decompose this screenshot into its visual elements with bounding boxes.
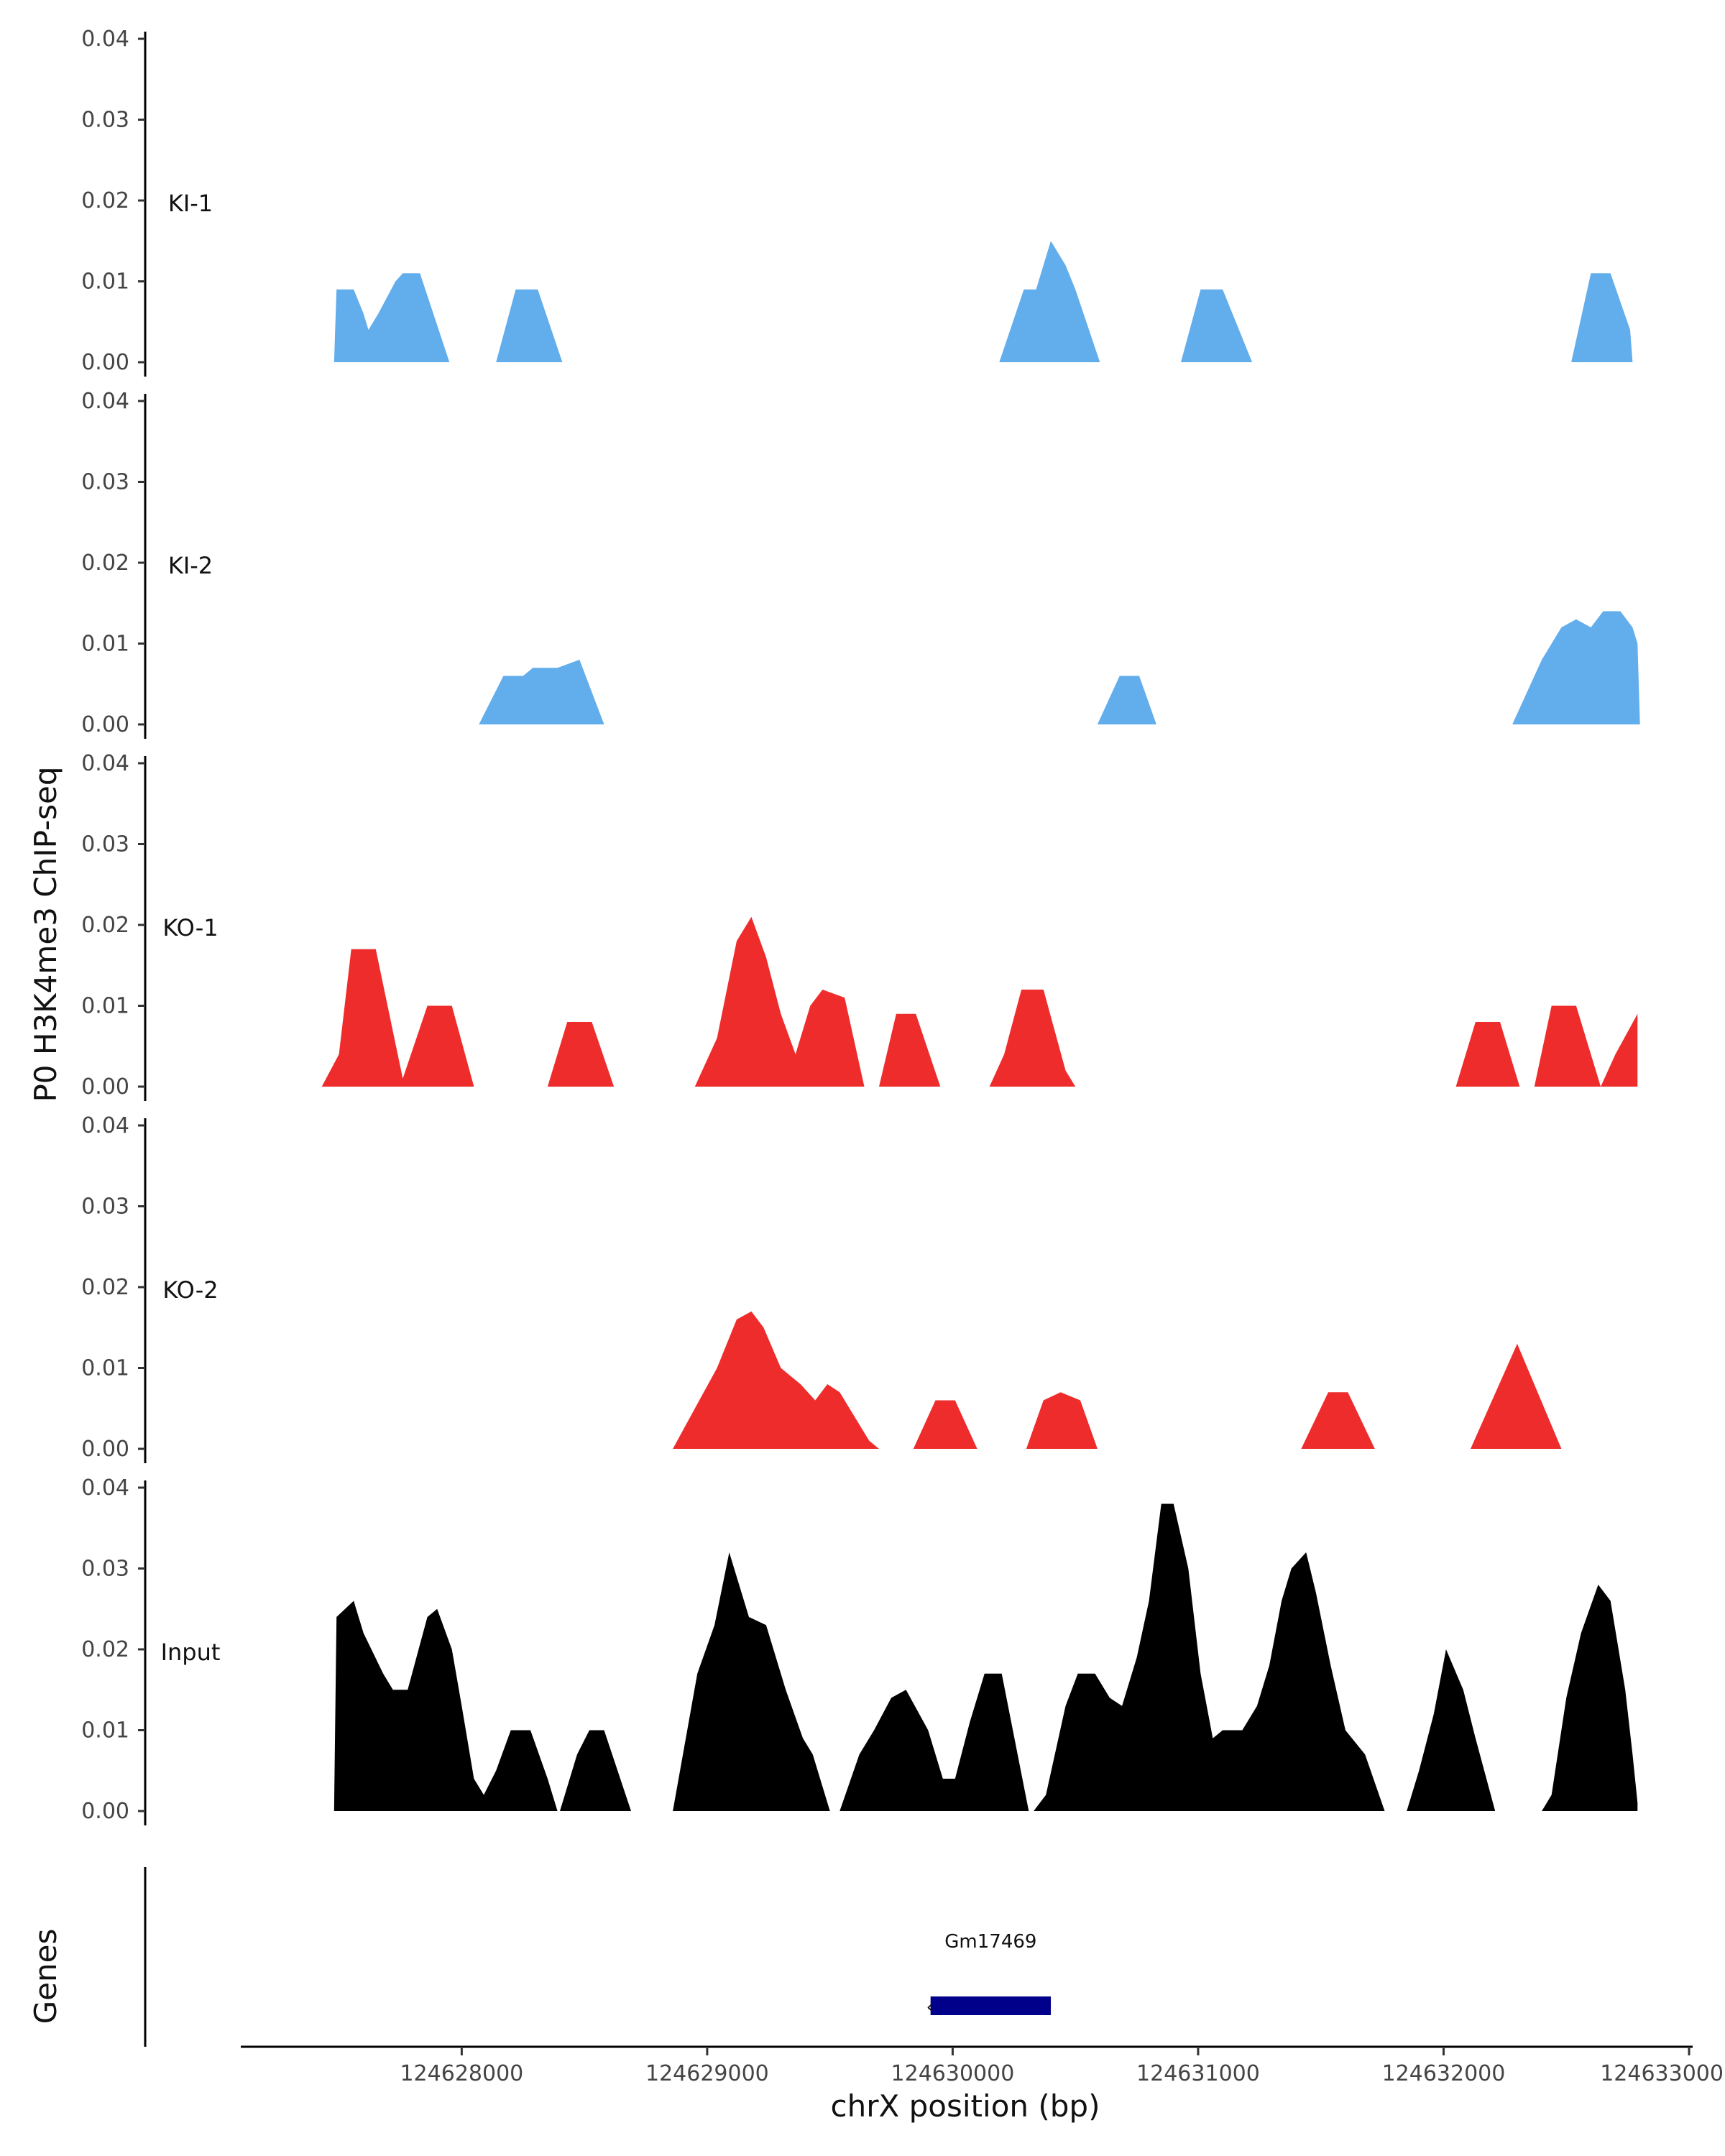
- x-tick-label: 124631000: [1136, 2061, 1260, 2086]
- peak: [673, 1311, 879, 1449]
- y-tick-label: 0.04: [81, 751, 129, 776]
- y-tick-label: 0.04: [81, 389, 129, 414]
- peak: [1571, 273, 1633, 362]
- y-tick-label: 0.02: [81, 1275, 129, 1300]
- peak: [913, 1400, 978, 1449]
- peak: [560, 1730, 631, 1811]
- genes-panel: Gm17469 ‹: [144, 1867, 1052, 2047]
- track-label: KI-1: [168, 190, 213, 217]
- y-tick-label: 0.00: [81, 350, 129, 375]
- track-input: 0.00 0.01 0.02 0.03 0.04 Input: [81, 1475, 1638, 1825]
- peak: [1181, 289, 1253, 362]
- y-tick-label: 0.01: [81, 632, 129, 657]
- y-tick-label: 0.03: [81, 832, 129, 857]
- peak: [1301, 1392, 1375, 1449]
- peak: [1455, 1005, 1638, 1087]
- y-tick-label: 0.01: [81, 994, 129, 1019]
- peak: [1026, 1392, 1098, 1449]
- gene-strand-icon: ‹: [926, 1996, 934, 2018]
- y-tick-label: 0.02: [81, 913, 129, 938]
- peak: [879, 1013, 941, 1087]
- x-tick-label: 124630000: [891, 2061, 1015, 2086]
- track-label: KI-2: [168, 552, 213, 579]
- y-tick-label: 0.00: [81, 712, 129, 737]
- peak: [479, 660, 604, 724]
- peak: [334, 273, 450, 362]
- x-tick-label: 124629000: [645, 2061, 769, 2086]
- peak: [321, 949, 474, 1087]
- y-tick-label: 0.02: [81, 188, 129, 213]
- peak: [1512, 611, 1640, 724]
- track-label: KO-1: [162, 914, 218, 941]
- gene-label: Gm17469: [944, 1931, 1036, 1953]
- y-tick-label: 0.03: [81, 470, 129, 495]
- y-tick-label: 0.01: [81, 1718, 129, 1743]
- y-tick-label: 0.03: [81, 1557, 129, 1582]
- peak: [840, 1673, 1029, 1811]
- y-tick-label: 0.02: [81, 550, 129, 576]
- peak: [1471, 1343, 1562, 1449]
- peak: [547, 1022, 615, 1087]
- track-ko-1: 0.00 0.01 0.02 0.03 0.04 KO-1: [81, 751, 1638, 1101]
- y-tick-label: 0.00: [81, 1074, 129, 1100]
- x-tick-label: 124633000: [1600, 2061, 1724, 2086]
- peak: [694, 916, 865, 1087]
- x-tick-label: 124628000: [400, 2061, 523, 2086]
- peak: [1407, 1649, 1496, 1811]
- x-axis-title: chrX position (bp): [831, 2088, 1100, 2124]
- peak: [673, 1552, 830, 1811]
- track-ki-2: 0.00 0.01 0.02 0.03 0.04 KI-2: [81, 389, 1640, 739]
- track-label: KO-2: [162, 1276, 218, 1304]
- y-tick-label: 0.04: [81, 1475, 129, 1501]
- peak: [1542, 1585, 1638, 1811]
- y-tick-label: 0.04: [81, 27, 129, 52]
- track-ki-1: 0.00 0.01 0.02 0.03 0.04 KI-1: [81, 27, 1633, 377]
- y-tick-label: 0.00: [81, 1799, 129, 1824]
- tracks-group: 0.00 0.01 0.02 0.03 0.04 KI-1 0.00 0.01 0.02 0.03…: [81, 27, 1640, 1825]
- y-tick-label: 0.00: [81, 1437, 129, 1462]
- peak: [999, 241, 1100, 362]
- y-tick-label: 0.04: [81, 1113, 129, 1138]
- y-tick-label: 0.02: [81, 1637, 129, 1662]
- track-label: Input: [161, 1639, 221, 1666]
- peak: [334, 1600, 558, 1811]
- x-tick-label: 124632000: [1382, 2061, 1506, 2086]
- track-ko-2: 0.00 0.01 0.02 0.03 0.04 KO-2: [81, 1113, 1562, 1463]
- peak: [496, 289, 563, 362]
- y-tick-label: 0.03: [81, 1194, 129, 1220]
- genes-axis-title: Genes: [28, 1929, 63, 2024]
- peak: [1097, 676, 1156, 724]
- x-axis: 124628000 124629000 124630000 124631000 1246…: [241, 2045, 1724, 2086]
- peak: [989, 990, 1076, 1087]
- y-axis-title: P0 H3K4me3 ChIP-seq: [28, 766, 63, 1102]
- y-tick-label: 0.01: [81, 1356, 129, 1381]
- y-tick-label: 0.01: [81, 270, 129, 295]
- peak: [1034, 1503, 1385, 1811]
- y-tick-label: 0.03: [81, 108, 129, 133]
- gene-body: [930, 1996, 1052, 2015]
